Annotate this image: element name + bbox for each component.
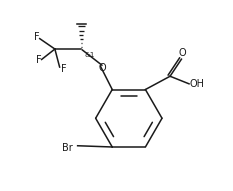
Text: F: F xyxy=(36,55,41,66)
Text: F: F xyxy=(61,64,66,74)
Text: O: O xyxy=(178,48,186,58)
Text: F: F xyxy=(34,32,40,42)
Text: OH: OH xyxy=(190,79,205,89)
Text: O: O xyxy=(99,63,106,73)
Text: Br: Br xyxy=(62,143,73,153)
Text: &1: &1 xyxy=(85,53,95,58)
